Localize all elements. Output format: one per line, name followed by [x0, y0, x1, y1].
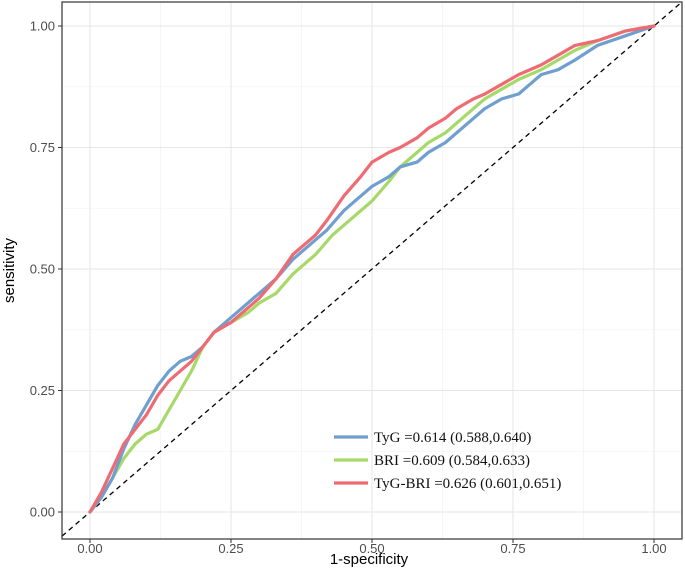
legend-label: BRI =0.609 (0.584,0.633): [374, 453, 530, 469]
axis-ticks: 0.00 0.25 0.50 0.75 1.00 0.00 0.25 0.50 0.75 1.00: [30, 19, 667, 557]
series-line-tyg-bri: [88, 24, 656, 514]
x-tick-label: 0.50: [359, 541, 384, 556]
x-tick-label: 1.00: [641, 541, 666, 556]
y-tick-label: 1.00: [30, 19, 55, 34]
y-tick-label: 0.75: [30, 140, 55, 155]
y-tick-label: 0.50: [30, 262, 55, 277]
x-tick-label: 0.00: [77, 541, 102, 556]
series-line-bri: [88, 24, 656, 514]
series-line-tyg: [88, 24, 656, 514]
grid: [62, 2, 682, 539]
y-tick-label: 0.25: [30, 383, 55, 398]
legend-label: TyG-BRI =0.626 (0.601,0.651): [374, 476, 561, 492]
series-layer: [88, 24, 656, 514]
y-axis-title: sensitivity: [1, 237, 18, 303]
x-axis-title: 1-specificity: [330, 551, 409, 568]
reference-diagonal-line: [61, 1, 683, 537]
y-tick-label: 0.00: [30, 505, 55, 520]
x-tick-label: 0.75: [500, 541, 525, 556]
legend: TyG =0.614 (0.588,0.640) BRI =0.609 (0.58…: [334, 430, 561, 492]
x-tick-label: 0.25: [218, 541, 243, 556]
legend-label: TyG =0.614 (0.588,0.640): [374, 430, 531, 446]
